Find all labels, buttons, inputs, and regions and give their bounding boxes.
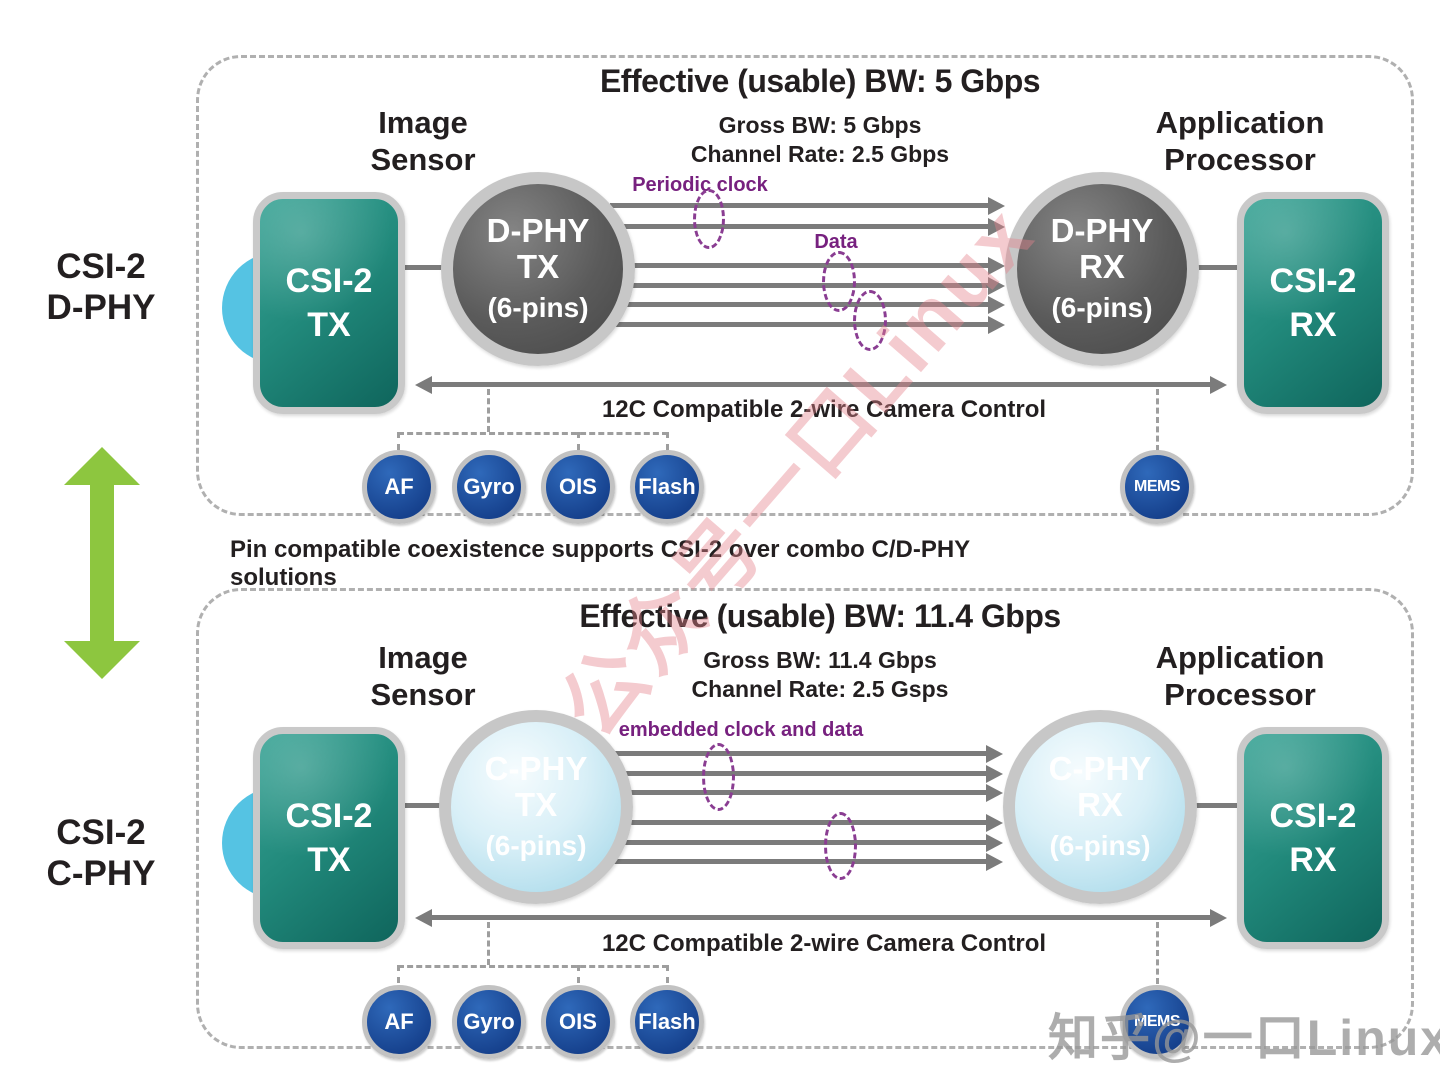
- application-processor-heading: Application Processor: [1155, 105, 1325, 177]
- dashed-tick: [397, 965, 400, 983]
- camera-control-arrow: [430, 382, 1212, 387]
- data-label: Data: [814, 231, 858, 253]
- dashed-tick: [397, 432, 400, 450]
- peripheral-gyro: Gyro: [452, 985, 526, 1059]
- signal-line-clock: [610, 224, 990, 229]
- watermark-corner: 知乎@一口Linux: [1048, 1010, 1440, 1066]
- signal-line-clock: [610, 203, 990, 208]
- green-double-arrow-shaft: [90, 483, 114, 643]
- peripheral-flash: Flash: [630, 985, 704, 1059]
- camera-control-arrow: [430, 915, 1212, 920]
- signal-line-trio2: [612, 859, 988, 864]
- camera-control-label: 12C Compatible 2-wire Camera Control: [601, 930, 1047, 957]
- dashed-riser-mems: [1156, 922, 1159, 984]
- csi2-tx-box: CSI-2 TX: [253, 727, 405, 949]
- peripheral-flash: Flash: [630, 450, 704, 524]
- peripheral-ois: OIS: [541, 450, 615, 524]
- dashed-riser: [487, 922, 490, 965]
- dashed-tick: [666, 965, 669, 983]
- mems-circle: MEMS: [1120, 985, 1194, 1059]
- dashed-bracket: [398, 432, 668, 435]
- data-lane-ellipse: [853, 290, 887, 351]
- csi2-rx-box: CSI-2 RX: [1237, 192, 1389, 414]
- signal-line-trio1: [612, 771, 988, 776]
- peripheral-gyro: Gyro: [452, 450, 526, 524]
- clock-lane-ellipse: [693, 189, 725, 249]
- connector-line: [403, 803, 443, 808]
- peripheral-af: AF: [362, 450, 436, 524]
- panel-cphy-title: Effective (usable) BW: 11.4 Gbps: [579, 598, 1061, 634]
- signal-line-data: [610, 322, 990, 327]
- peripheral-ois: OIS: [541, 985, 615, 1059]
- dashed-tick: [577, 432, 580, 450]
- image-sensor-heading: Image Sensor: [370, 105, 476, 177]
- panel-cphy-channel-rate: Channel Rate: 2.5 Gsps: [691, 676, 949, 702]
- signal-line-trio2: [612, 840, 988, 845]
- signal-line-trio1: [612, 751, 988, 756]
- side-label-cphy: CSI-2 C-PHY: [46, 813, 156, 893]
- periodic-clock-label: Periodic clock: [632, 174, 768, 196]
- pin-compatible-caption: Pin compatible coexistence supports CSI-…: [230, 536, 970, 591]
- dphy-rx-circle: D-PHY RX (6-pins): [1005, 172, 1199, 366]
- trio-lane-ellipse: [702, 743, 735, 811]
- green-double-arrow: [64, 641, 140, 679]
- panel-cphy-gross-bw: Gross BW: 11.4 Gbps: [703, 647, 937, 673]
- panel-dphy-container: [196, 55, 1414, 516]
- embedded-clock-data-label: embedded clock and data: [618, 719, 864, 741]
- application-processor-heading: Application Processor: [1155, 640, 1325, 712]
- dphy-tx-circle: D-PHY TX (6-pins): [441, 172, 635, 366]
- green-double-arrow: [64, 447, 140, 485]
- csi2-tx-box: CSI-2 TX: [253, 192, 405, 414]
- dashed-bracket: [398, 965, 668, 968]
- panel-dphy-gross-bw: Gross BW: 5 Gbps: [718, 112, 922, 138]
- dashed-tick: [666, 432, 669, 450]
- camera-control-label: 12C Compatible 2-wire Camera Control: [601, 396, 1047, 423]
- signal-line-trio2: [612, 820, 988, 825]
- connector-line: [403, 265, 447, 270]
- trio-lane-ellipse: [824, 812, 857, 880]
- panel-dphy-channel-rate: Channel Rate: 2.5 Gbps: [690, 141, 950, 167]
- cphy-rx-circle: C-PHY RX (6-pins): [1003, 710, 1197, 904]
- signal-line-trio1: [612, 790, 988, 795]
- signal-line-data: [610, 263, 990, 268]
- panel-cphy-container: [196, 588, 1414, 1049]
- dashed-riser: [487, 389, 490, 432]
- signal-line-data: [610, 283, 990, 288]
- dashed-tick: [577, 965, 580, 983]
- dashed-riser-mems: [1156, 389, 1159, 451]
- mems-circle: MEMS: [1120, 450, 1194, 524]
- side-label-dphy: CSI-2 D-PHY: [46, 247, 156, 327]
- peripheral-af: AF: [362, 985, 436, 1059]
- panel-dphy-title: Effective (usable) BW: 5 Gbps: [599, 63, 1041, 99]
- connector-line: [1197, 265, 1241, 270]
- signal-line-data: [610, 302, 990, 307]
- connector-line: [1195, 803, 1239, 808]
- data-lane-ellipse: [822, 251, 856, 312]
- image-sensor-heading: Image Sensor: [370, 640, 476, 712]
- csi2-rx-box: CSI-2 RX: [1237, 727, 1389, 949]
